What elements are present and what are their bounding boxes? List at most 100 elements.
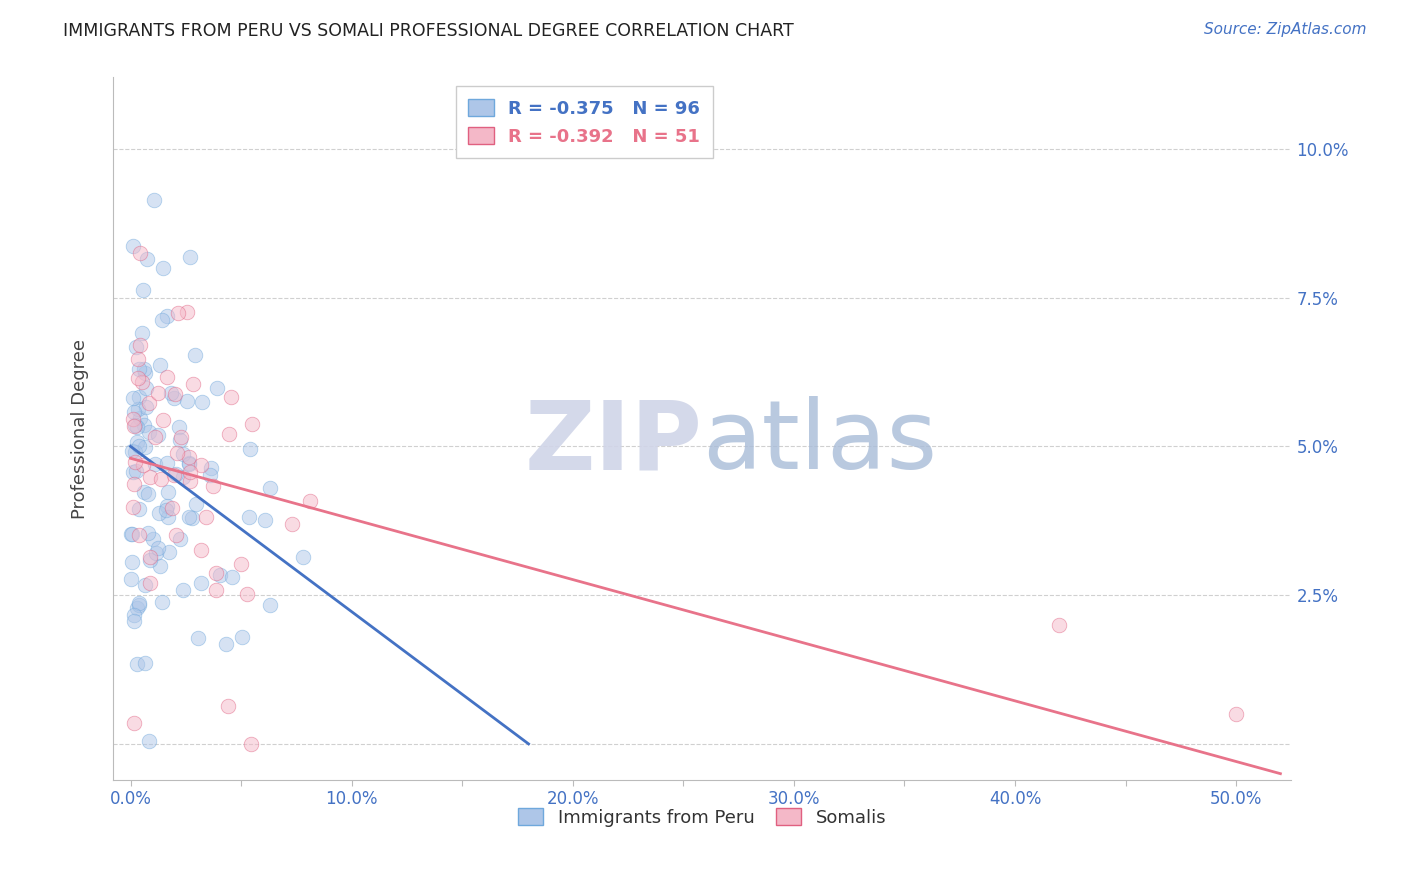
Legend: Immigrants from Peru, Somalis: Immigrants from Peru, Somalis bbox=[510, 800, 894, 834]
Point bbox=[179, 456, 201, 470]
Point bbox=[128, 598, 150, 612]
Y-axis label: Professional Degree: Professional Degree bbox=[72, 339, 89, 518]
Point bbox=[146, 541, 169, 555]
Point bbox=[219, 390, 242, 404]
Point bbox=[135, 252, 157, 266]
Point bbox=[129, 338, 152, 352]
Point bbox=[134, 578, 156, 592]
Point bbox=[163, 392, 186, 406]
Point bbox=[1047, 618, 1070, 632]
Point bbox=[128, 362, 150, 376]
Point bbox=[218, 426, 240, 441]
Point bbox=[120, 572, 142, 586]
Point bbox=[122, 419, 145, 434]
Point bbox=[135, 381, 157, 395]
Point bbox=[184, 348, 207, 362]
Point bbox=[124, 455, 146, 469]
Point bbox=[121, 526, 143, 541]
Point bbox=[138, 396, 160, 410]
Point bbox=[134, 440, 156, 454]
Point bbox=[122, 476, 145, 491]
Point bbox=[167, 306, 190, 320]
Point bbox=[136, 525, 159, 540]
Point bbox=[150, 313, 173, 327]
Point bbox=[179, 250, 201, 264]
Point bbox=[207, 381, 229, 395]
Point bbox=[221, 570, 243, 584]
Point bbox=[121, 555, 143, 569]
Point bbox=[156, 499, 179, 513]
Text: atlas: atlas bbox=[702, 396, 938, 489]
Point bbox=[128, 391, 150, 405]
Point bbox=[169, 433, 191, 447]
Point bbox=[129, 411, 152, 425]
Point bbox=[131, 326, 153, 340]
Point bbox=[127, 401, 149, 416]
Point bbox=[217, 698, 239, 713]
Point bbox=[1225, 707, 1247, 722]
Point bbox=[179, 457, 201, 471]
Point bbox=[179, 466, 201, 480]
Point bbox=[148, 506, 170, 520]
Point bbox=[170, 430, 193, 444]
Point bbox=[138, 734, 160, 748]
Point bbox=[128, 596, 150, 610]
Point bbox=[139, 552, 162, 566]
Point bbox=[238, 509, 260, 524]
Point bbox=[148, 385, 170, 400]
Point bbox=[181, 377, 204, 392]
Text: Source: ZipAtlas.com: Source: ZipAtlas.com bbox=[1204, 22, 1367, 37]
Point bbox=[176, 305, 198, 319]
Point bbox=[139, 576, 162, 591]
Point bbox=[194, 509, 217, 524]
Point bbox=[169, 420, 191, 434]
Point bbox=[149, 472, 172, 486]
Point bbox=[157, 545, 180, 559]
Point bbox=[235, 587, 257, 601]
Point bbox=[205, 582, 228, 597]
Point bbox=[131, 376, 153, 390]
Point bbox=[198, 467, 221, 482]
Point bbox=[186, 497, 208, 511]
Point bbox=[128, 439, 150, 453]
Point bbox=[136, 487, 159, 501]
Point bbox=[122, 614, 145, 628]
Point bbox=[156, 369, 179, 384]
Point bbox=[132, 458, 155, 473]
Point bbox=[190, 576, 212, 591]
Point bbox=[134, 366, 156, 380]
Point bbox=[229, 557, 252, 571]
Point bbox=[240, 737, 263, 751]
Point bbox=[190, 542, 212, 557]
Point bbox=[146, 427, 169, 442]
Point bbox=[121, 444, 143, 458]
Point bbox=[128, 502, 150, 516]
Point bbox=[292, 549, 315, 564]
Point bbox=[187, 632, 209, 646]
Point bbox=[156, 309, 179, 323]
Point bbox=[160, 385, 183, 400]
Point bbox=[138, 549, 160, 564]
Point bbox=[125, 464, 148, 478]
Point bbox=[180, 510, 202, 524]
Point bbox=[179, 474, 201, 488]
Point bbox=[152, 412, 174, 426]
Point bbox=[135, 401, 157, 415]
Point bbox=[124, 340, 146, 354]
Point bbox=[259, 481, 281, 495]
Point bbox=[122, 391, 145, 405]
Point bbox=[209, 567, 232, 582]
Point bbox=[138, 425, 160, 439]
Point bbox=[122, 608, 145, 623]
Point bbox=[162, 501, 184, 516]
Point bbox=[190, 458, 212, 472]
Point bbox=[165, 467, 187, 482]
Point bbox=[125, 419, 148, 434]
Point bbox=[128, 246, 150, 260]
Text: ZIP: ZIP bbox=[524, 396, 702, 489]
Point bbox=[177, 450, 200, 464]
Point bbox=[155, 503, 177, 517]
Point bbox=[122, 500, 145, 515]
Point bbox=[200, 461, 222, 475]
Point bbox=[121, 412, 143, 426]
